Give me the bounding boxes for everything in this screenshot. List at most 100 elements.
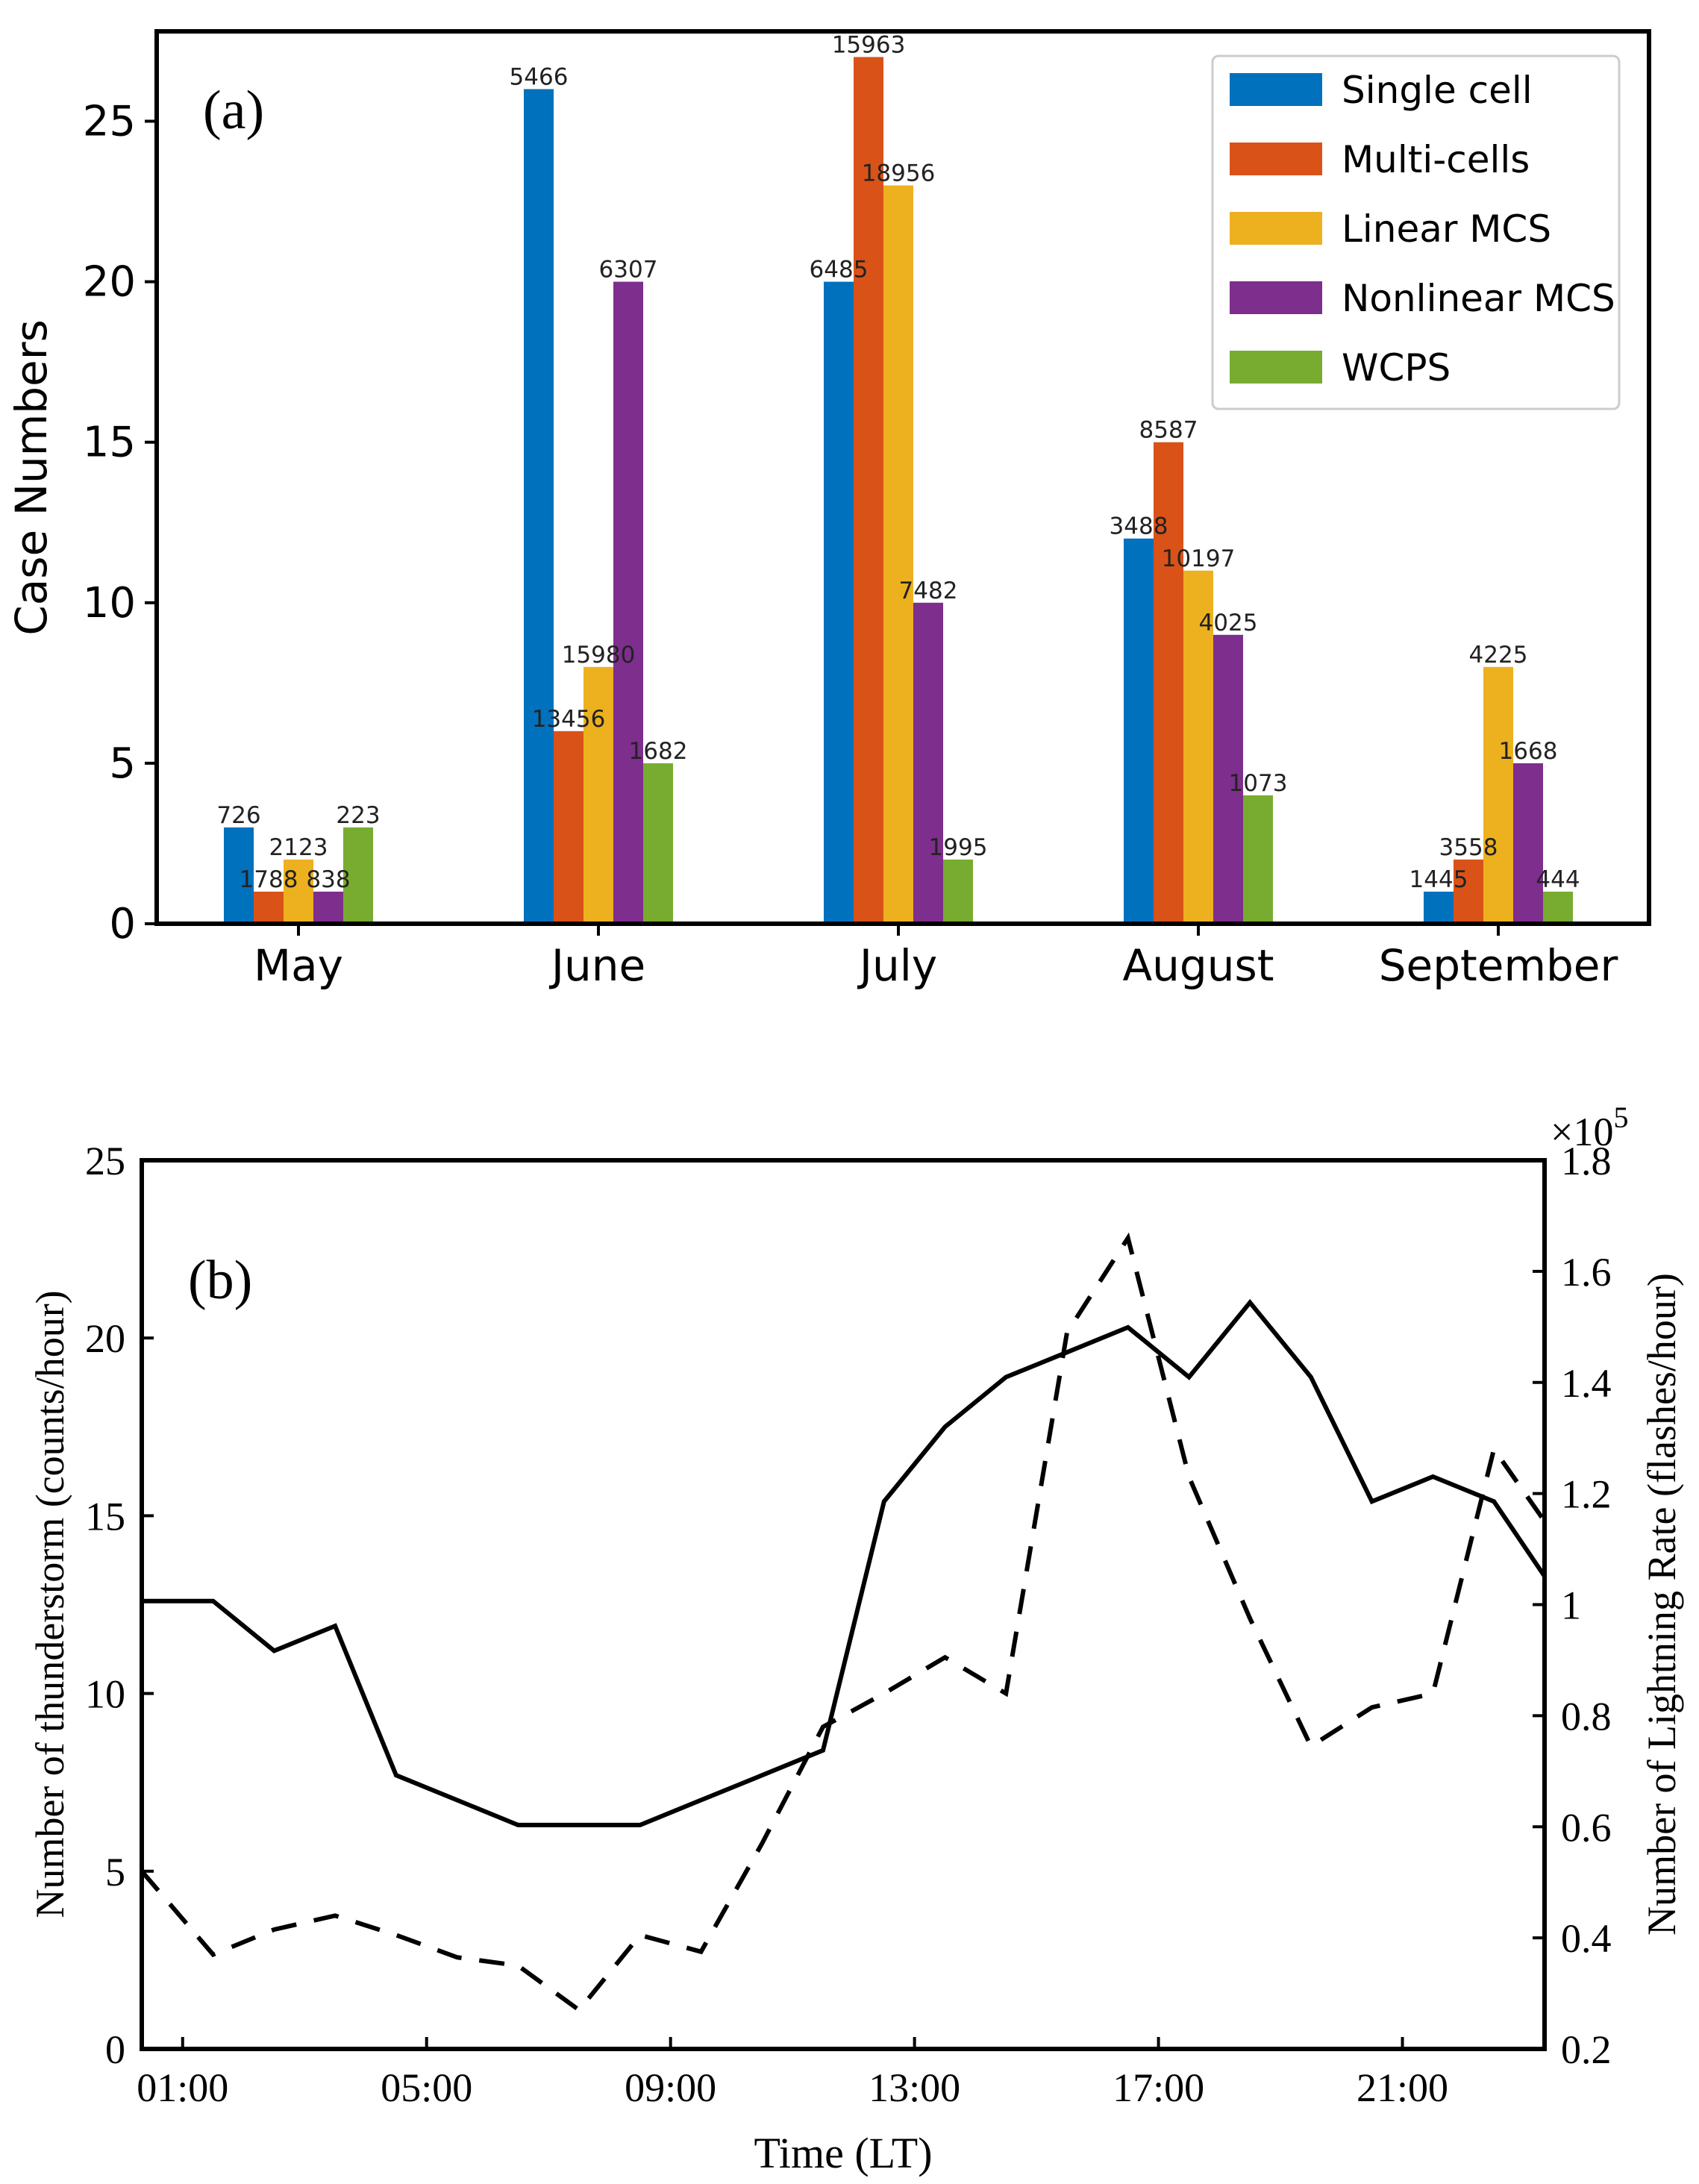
y-tick-label: 20 <box>83 258 136 307</box>
bar-wcps-june <box>643 763 673 924</box>
bar-value-label: 1445 <box>1409 866 1468 893</box>
y-axis-label-right-b: Number of Lightning Rate (flashes/hour) <box>1639 1273 1684 1936</box>
left-y-tick-label: 25 <box>85 1139 125 1183</box>
y-tick-label: 0 <box>109 900 136 948</box>
panel-label-a: (a) <box>203 80 264 141</box>
bar-single-cell-august <box>1124 538 1154 924</box>
x-tick-label: 01:00 <box>137 2065 228 2110</box>
right-y-tick-label: 0.8 <box>1561 1694 1612 1739</box>
right-y-tick-label: 1 <box>1561 1583 1581 1628</box>
bar-value-label: 18956 <box>862 160 936 187</box>
x-tick-label: July <box>857 940 937 991</box>
left-y-tick-label: 5 <box>105 1850 125 1894</box>
legend-swatch <box>1230 143 1322 175</box>
bar-linear-mcs-august <box>1183 570 1213 924</box>
bar-value-label: 3558 <box>1439 834 1498 861</box>
bar-multi-cells-may <box>254 891 284 924</box>
bar-value-label: 7482 <box>899 578 958 604</box>
bar-value-label: 1668 <box>1499 738 1558 765</box>
x-tick-label: 09:00 <box>625 2065 716 2110</box>
bar-multi-cells-september <box>1454 859 1483 924</box>
right-y-tick-label: 0.6 <box>1561 1805 1612 1850</box>
y-axis-label-a: Case Numbers <box>6 319 57 636</box>
bar-value-label: 1788 <box>240 866 298 893</box>
bar-value-label: 1995 <box>929 834 988 861</box>
bar-multi-cells-july <box>854 57 883 924</box>
bar-value-label: 726 <box>216 802 260 829</box>
axes-frame-a <box>154 29 1651 926</box>
legend-swatch <box>1230 281 1322 314</box>
bar-single-cell-may <box>224 827 254 924</box>
bar-value-label: 8587 <box>1139 417 1198 444</box>
bar-wcps-july <box>943 859 973 924</box>
lightning-rate-line <box>140 1232 1547 2014</box>
bar-value-label: 1073 <box>1229 770 1288 797</box>
axes-frame-b <box>140 1158 1547 2051</box>
bar-single-cell-july <box>824 281 854 924</box>
right-y-tick-label: 0.2 <box>1561 2027 1612 2072</box>
bar-nonlinear-mcs-september <box>1513 763 1543 924</box>
x-tick-label: 21:00 <box>1357 2065 1448 2110</box>
bar-wcps-may <box>343 827 373 924</box>
right-y-tick-label: 0.4 <box>1561 1916 1612 1961</box>
bar-value-label: 4025 <box>1199 610 1258 636</box>
x-tick-label: June <box>549 940 645 991</box>
bar-wcps-september <box>1543 891 1573 924</box>
bar-wcps-august <box>1243 795 1273 924</box>
bar-multi-cells-august <box>1154 442 1183 924</box>
multiplier-exponent: 5 <box>1613 1101 1628 1134</box>
lines <box>140 1232 1547 2014</box>
multiplier-label: ×105 <box>1551 1101 1628 1154</box>
right-y-tick-label: 1.2 <box>1561 1472 1612 1517</box>
right-y-tick-label: 1.6 <box>1561 1250 1612 1295</box>
bar-value-label: 1682 <box>629 738 688 765</box>
bar-nonlinear-mcs-june <box>613 281 643 924</box>
bar-value-label: 5466 <box>510 63 569 90</box>
bar-value-label: 838 <box>306 866 350 893</box>
bar-value-label: 4225 <box>1469 642 1528 669</box>
legend-entry: Nonlinear MCS <box>1342 277 1615 320</box>
x-tick-label: 05:00 <box>381 2065 472 2110</box>
bar-linear-mcs-september <box>1483 666 1513 924</box>
x-ticks-a: May June July August September <box>254 924 1618 991</box>
x-tick-label: August <box>1123 940 1274 991</box>
bar-value-labels: 726 5466 6485 3488 1445 1788 13456 15963 8587 355… <box>216 31 1580 893</box>
legend-entry: Single cell <box>1342 69 1533 112</box>
x-axis-label-b: Time (LT) <box>754 2129 932 2177</box>
bar-nonlinear-mcs-may <box>313 891 343 924</box>
bar-multi-cells-june <box>554 730 583 924</box>
ticks-b: 0 5 10 15 20 25 0.2 0.4 0.6 0.8 1 1.2 1.4 1.6 1.8 01:00… <box>85 1139 1612 2110</box>
y-tick-label: 5 <box>109 739 136 788</box>
bar-value-label: 13456 <box>532 706 606 733</box>
x-tick-label: 17:00 <box>1113 2065 1204 2110</box>
y-tick-label: 25 <box>83 97 136 146</box>
y-axis-label-left-b: Number of thunderstorm (counts/hour) <box>28 1290 72 1918</box>
legend-entry: Multi-cells <box>1342 138 1530 181</box>
right-y-tick-label: 1.4 <box>1561 1361 1612 1406</box>
panel-a-bar-chart: 726 5466 6485 3488 1445 1788 13456 15963 8587 355… <box>6 29 1651 991</box>
bar-nonlinear-mcs-august <box>1213 634 1243 924</box>
bar-value-label: 15980 <box>562 642 636 669</box>
legend-swatch <box>1230 73 1322 106</box>
legend-swatch <box>1230 351 1322 384</box>
x-tick-label: 13:00 <box>869 2065 960 2110</box>
bar-value-label: 6485 <box>810 257 869 284</box>
x-tick-label: September <box>1379 940 1618 991</box>
y-tick-label: 15 <box>83 419 136 467</box>
bar-value-label: 444 <box>1536 866 1580 893</box>
bar-single-cell-june <box>524 89 554 924</box>
left-y-tick-label: 0 <box>105 2027 125 2072</box>
legend-entry: WCPS <box>1342 346 1451 389</box>
bar-single-cell-september <box>1424 891 1454 924</box>
bar-linear-mcs-may <box>284 859 313 924</box>
panel-label-b: (b) <box>188 1250 252 1311</box>
x-tick-label: May <box>254 940 343 991</box>
thunderstorm-count-line <box>142 1298 1547 1827</box>
right-y-tick-label: 1.8 <box>1561 1139 1612 1183</box>
bar-value-label: 3488 <box>1110 513 1168 540</box>
bar-value-label: 6307 <box>599 257 658 284</box>
bar-value-label: 10197 <box>1162 545 1236 572</box>
bar-value-label: 15963 <box>832 31 906 58</box>
multiplier-base: ×10 <box>1551 1110 1613 1154</box>
